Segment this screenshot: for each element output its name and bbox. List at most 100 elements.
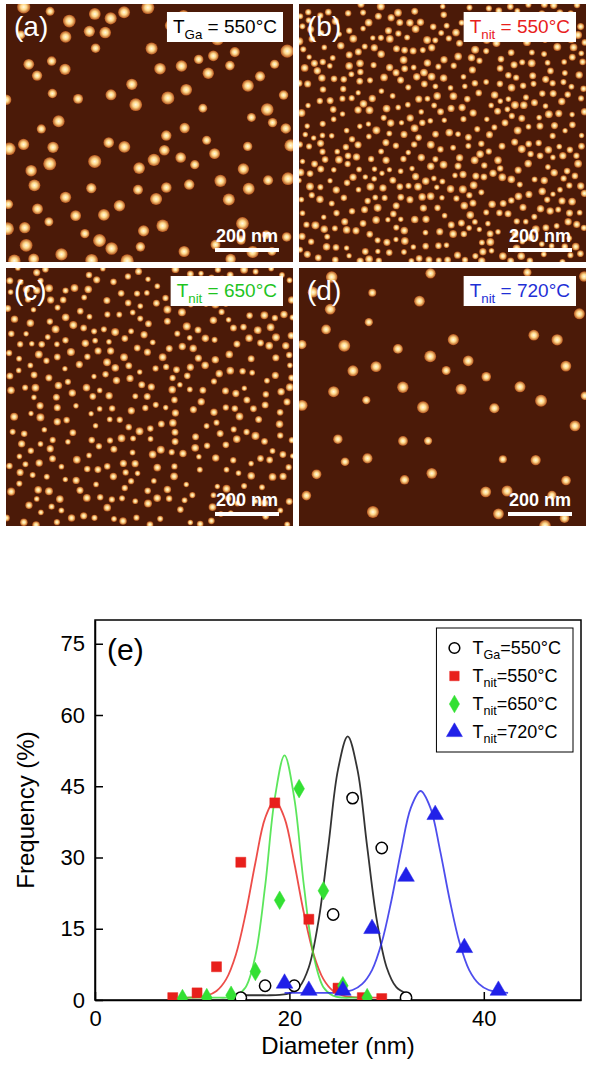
afm-dot: [434, 205, 441, 212]
afm-dot: [54, 404, 61, 411]
afm-dots: [299, 4, 586, 262]
afm-dot: [572, 243, 580, 251]
afm-dot: [164, 486, 171, 493]
afm-dot: [486, 148, 492, 154]
afm-dot: [352, 227, 359, 234]
afm-dot: [109, 405, 116, 412]
x-axis-title: Diameter (nm): [261, 1032, 414, 1059]
afm-dot: [282, 342, 289, 349]
afm-dot: [368, 156, 374, 162]
y-tick: 60: [61, 703, 103, 728]
afm-dot: [197, 398, 205, 406]
afm-dot: [531, 455, 541, 465]
afm-dot: [544, 197, 550, 203]
data-point: [427, 805, 444, 819]
afm-dot: [83, 384, 91, 392]
data-point: [177, 989, 188, 1000]
afm-dot: [26, 319, 34, 327]
afm-dot: [23, 331, 29, 337]
afm-dot: [166, 495, 173, 502]
afm-dot: [280, 311, 288, 319]
afm-dot: [97, 388, 103, 394]
afm-dot: [454, 162, 461, 169]
afm-dot: [545, 110, 553, 118]
afm-dot: [456, 154, 463, 161]
afm-dot: [279, 473, 286, 480]
afm-dot: [371, 44, 378, 51]
afm-dot: [44, 217, 53, 226]
afm-dot: [332, 256, 339, 262]
y-tick-label: 60: [61, 703, 85, 728]
afm-dot: [401, 249, 407, 255]
afm-dot: [22, 385, 28, 391]
afm-dot: [88, 155, 101, 168]
afm-dot: [341, 218, 348, 225]
afm-dot: [120, 460, 127, 467]
afm-dot: [169, 419, 177, 427]
afm-dot: [396, 19, 403, 26]
afm-dot: [231, 426, 237, 432]
afm-dot: [367, 506, 379, 518]
afm-dot: [81, 294, 87, 300]
afm-dot: [116, 312, 122, 318]
afm-dot: [190, 406, 197, 413]
afm-dot: [550, 155, 556, 161]
afm-dot: [161, 130, 171, 140]
afm-dot: [103, 504, 111, 512]
afm-dot: [562, 128, 568, 134]
afm-dot: [41, 427, 47, 433]
legend-label: TGa=550°C: [472, 638, 561, 662]
afm-dot: [89, 393, 96, 400]
afm-dot: [144, 349, 151, 356]
chart: 0204001530456075Diameter (nm)Frequency (…: [12, 620, 582, 1059]
afm-dot: [276, 420, 284, 428]
afm-dot: [560, 79, 566, 85]
afm-dot: [439, 178, 445, 184]
afm-dot: [43, 157, 56, 170]
afm-dot: [6, 463, 13, 470]
afm-dot: [460, 202, 468, 210]
afm-dot: [424, 59, 432, 67]
afm-dot: [8, 330, 15, 337]
afm-dot: [69, 321, 77, 329]
afm-dot: [400, 156, 407, 163]
afm-dot: [225, 351, 233, 359]
afm-dot: [382, 156, 389, 163]
afm-dot: [55, 382, 63, 390]
afm-dot: [357, 4, 364, 8]
afm-dot: [372, 216, 380, 224]
afm-dot: [304, 123, 310, 129]
y-tick-label: 30: [61, 845, 85, 870]
label-rest: = 650°C: [202, 280, 277, 301]
afm-dot: [299, 80, 303, 87]
afm-dot: [255, 71, 265, 81]
afm-dot: [208, 51, 219, 62]
afm-dot: [43, 358, 49, 364]
afm-dot: [515, 167, 522, 174]
afm-dot: [80, 229, 89, 238]
afm-dot: [268, 268, 274, 271]
data-point: [327, 909, 338, 920]
afm-dot: [417, 401, 429, 413]
afm-dot: [418, 154, 426, 162]
afm-dot: [379, 88, 385, 94]
afm-dot: [581, 392, 586, 400]
afm-dot: [427, 118, 433, 124]
afm-dot: [32, 521, 40, 526]
afm-dot: [405, 102, 411, 108]
afm-dot: [337, 42, 345, 50]
scale-bar: [215, 512, 279, 516]
data-point: [201, 988, 212, 1000]
afm-dot: [29, 341, 35, 347]
afm-dot: [529, 72, 536, 79]
afm-dot: [440, 11, 447, 18]
afm-dot: [286, 352, 293, 359]
label-rest: =650°C: [497, 694, 558, 714]
afm-dot: [440, 56, 447, 63]
afm-dot: [82, 340, 90, 348]
afm-dot: [459, 171, 466, 178]
condition-text: Tnit = 650°C: [177, 280, 277, 306]
legend-label: Tnit=550°C: [472, 666, 557, 690]
afm-dot: [519, 204, 526, 211]
afm-dot: [246, 246, 258, 258]
